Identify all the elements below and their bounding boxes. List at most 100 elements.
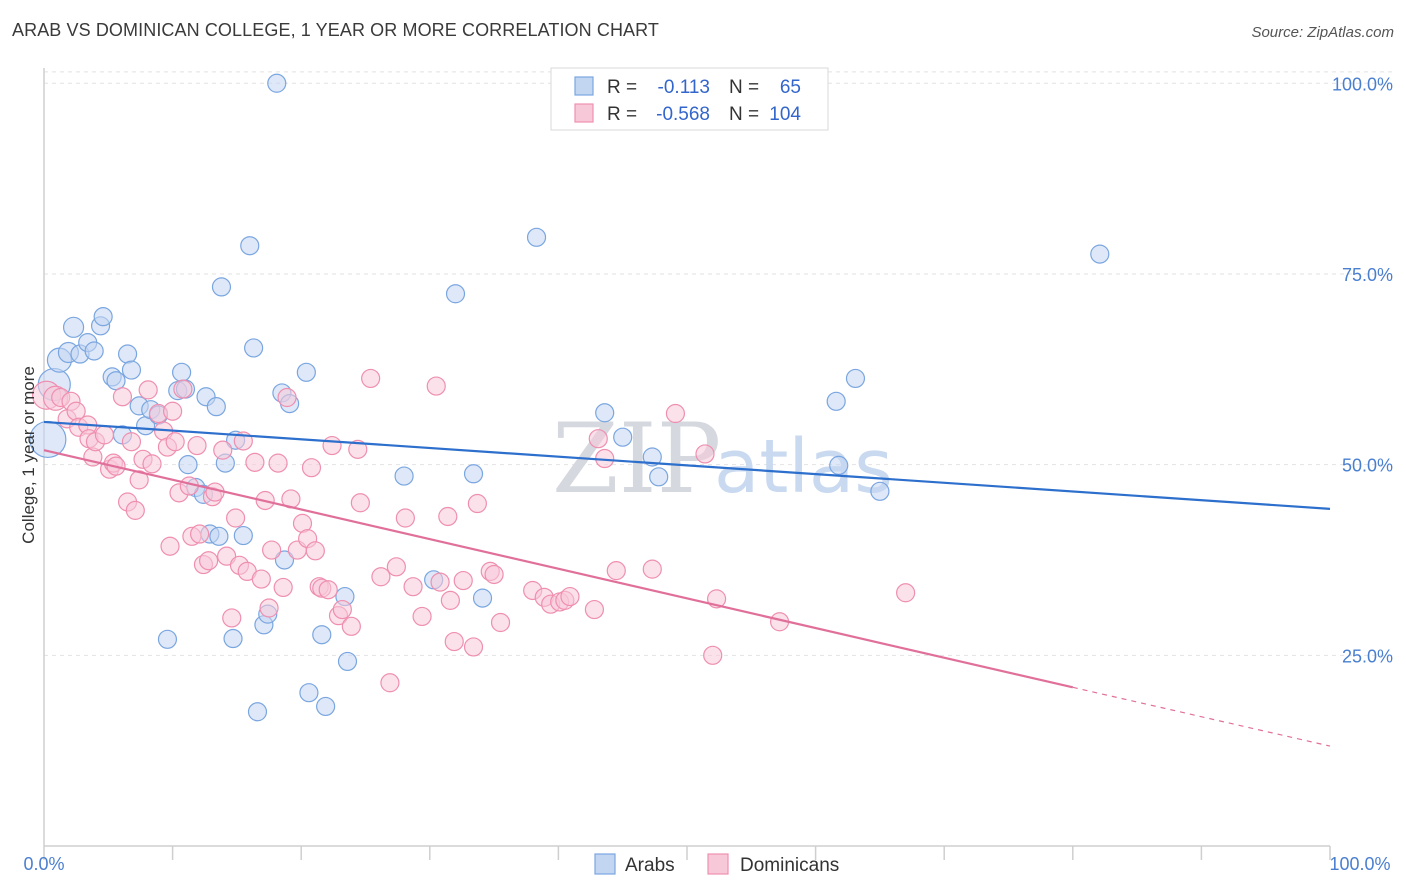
arab-point-55 — [526, 227, 547, 247]
dominican-point-93 — [588, 429, 608, 449]
dominican-point-64 — [332, 599, 352, 620]
legend-swatch-arabs — [574, 76, 594, 96]
dominican-point-62 — [322, 435, 342, 456]
dominican-point-79 — [444, 631, 464, 652]
x-ticks — [43, 846, 1331, 860]
dominican-point-57 — [301, 458, 322, 478]
dominican-point-81 — [463, 637, 484, 657]
dominican-point-48 — [259, 598, 279, 618]
dominican-point-103 — [163, 401, 183, 421]
arab-point-21 — [172, 362, 192, 382]
arab-point-64 — [1090, 244, 1110, 264]
dominican-point-65 — [341, 616, 361, 636]
dominican-point-78 — [440, 590, 460, 610]
arab-point-34 — [233, 525, 253, 546]
dominican-point-95 — [606, 561, 626, 581]
arab-point-40 — [267, 73, 287, 93]
legend-bottom-swatch-dominicans — [707, 853, 729, 875]
y-axis-label: College, 1 year or more — [19, 366, 38, 544]
trend-line-dominicans — [43, 449, 1074, 689]
dominican-point-52 — [277, 387, 297, 408]
arab-point-47 — [316, 696, 336, 717]
dominican-point-15 — [112, 387, 133, 407]
arab-point-36 — [244, 338, 264, 358]
arab-point-32 — [223, 628, 243, 649]
dominican-point-66 — [348, 439, 368, 459]
legend-r-label-dominicans: R = — [607, 104, 637, 125]
arab-point-35 — [240, 236, 260, 256]
dominican-point-40 — [222, 608, 242, 628]
dominican-point-75 — [426, 376, 446, 396]
arab-point-11 — [106, 371, 126, 391]
arab-point-46 — [312, 625, 332, 645]
arab-point-30 — [211, 277, 232, 297]
dominican-point-32 — [187, 435, 207, 456]
arab-point-19 — [157, 629, 178, 649]
arab-point-63 — [870, 481, 890, 501]
arab-point-49 — [337, 651, 358, 672]
y-tick-label-50: 50.0% — [1342, 456, 1393, 476]
dominican-point-50 — [268, 453, 288, 473]
arab-point-58 — [642, 447, 662, 467]
dominican-point-45 — [245, 452, 265, 472]
dominican-point-18 — [125, 500, 145, 520]
legend-n-value-arabs: 65 — [780, 77, 801, 98]
arab-point-9 — [93, 307, 113, 327]
legend-n-label-dominicans: N = — [729, 104, 759, 125]
arab-point-57 — [613, 427, 633, 447]
dominican-point-22 — [142, 454, 162, 474]
arab-point-53 — [463, 464, 484, 484]
arab-point-29 — [209, 526, 229, 546]
dominican-point-58 — [305, 541, 325, 561]
dominican-point-102 — [896, 583, 916, 603]
arab-point-44 — [296, 362, 316, 382]
arab-point-7 — [84, 341, 104, 361]
dominican-point-68 — [361, 368, 381, 389]
series-arabs — [29, 73, 1110, 722]
dominican-point-74 — [412, 606, 432, 627]
trend-line-dominicans-extension — [1072, 686, 1331, 747]
dominican-point-38 — [213, 440, 233, 460]
arab-point-37 — [247, 702, 268, 722]
dominican-point-98 — [695, 444, 715, 464]
arab-point-61 — [845, 368, 866, 389]
dominican-point-92 — [584, 599, 605, 620]
dominican-point-51 — [273, 577, 293, 598]
y-tick-label-25: 25.0% — [1342, 646, 1393, 666]
legend-series: Arabs Dominicans — [594, 853, 839, 876]
dominican-point-73 — [403, 577, 423, 597]
dominican-point-33 — [190, 524, 210, 544]
arab-point-56 — [595, 403, 615, 423]
y-tick-label-100: 100.0% — [1332, 74, 1393, 94]
trend-line-arabs — [43, 420, 1331, 510]
dominican-point-61 — [318, 580, 338, 600]
dominican-point-41 — [226, 508, 246, 528]
dominican-point-70 — [380, 673, 400, 693]
legend-bottom-label-dominicans: Dominicans — [740, 855, 839, 876]
source-label: Source: ZipAtlas.com — [1251, 24, 1394, 41]
arab-point-59 — [649, 467, 669, 487]
arab-point-54 — [472, 588, 493, 608]
dominican-point-76 — [430, 572, 450, 592]
y-tick-labels: 25.0% 50.0% 75.0% 100.0% — [1332, 74, 1393, 666]
x-tick-label-min: 0.0% — [23, 854, 64, 874]
arab-point-62 — [829, 455, 849, 475]
dominican-point-69 — [371, 567, 391, 587]
arab-point-52 — [445, 284, 466, 304]
dominican-point-72 — [395, 508, 415, 528]
legend-n-label-arabs: N = — [729, 77, 759, 98]
legend-stats: R = -0.113 N = 65 R = -0.568 N = 104 — [550, 67, 829, 131]
arab-point-23 — [178, 455, 198, 475]
y-tick-label-75: 75.0% — [1342, 265, 1393, 285]
dominican-point-49 — [262, 540, 282, 560]
arab-point-4 — [62, 316, 85, 338]
dominican-point-17 — [121, 432, 142, 452]
dominican-point-46 — [251, 569, 271, 589]
arab-point-42 — [274, 550, 295, 570]
arab-point-28 — [206, 397, 226, 417]
legend-stats-box — [550, 67, 829, 131]
dominican-point-11 — [94, 425, 115, 445]
dominican-point-21 — [138, 380, 158, 400]
legend-bottom-label-arabs: Arabs — [625, 855, 675, 876]
trend-lines — [43, 420, 1331, 747]
